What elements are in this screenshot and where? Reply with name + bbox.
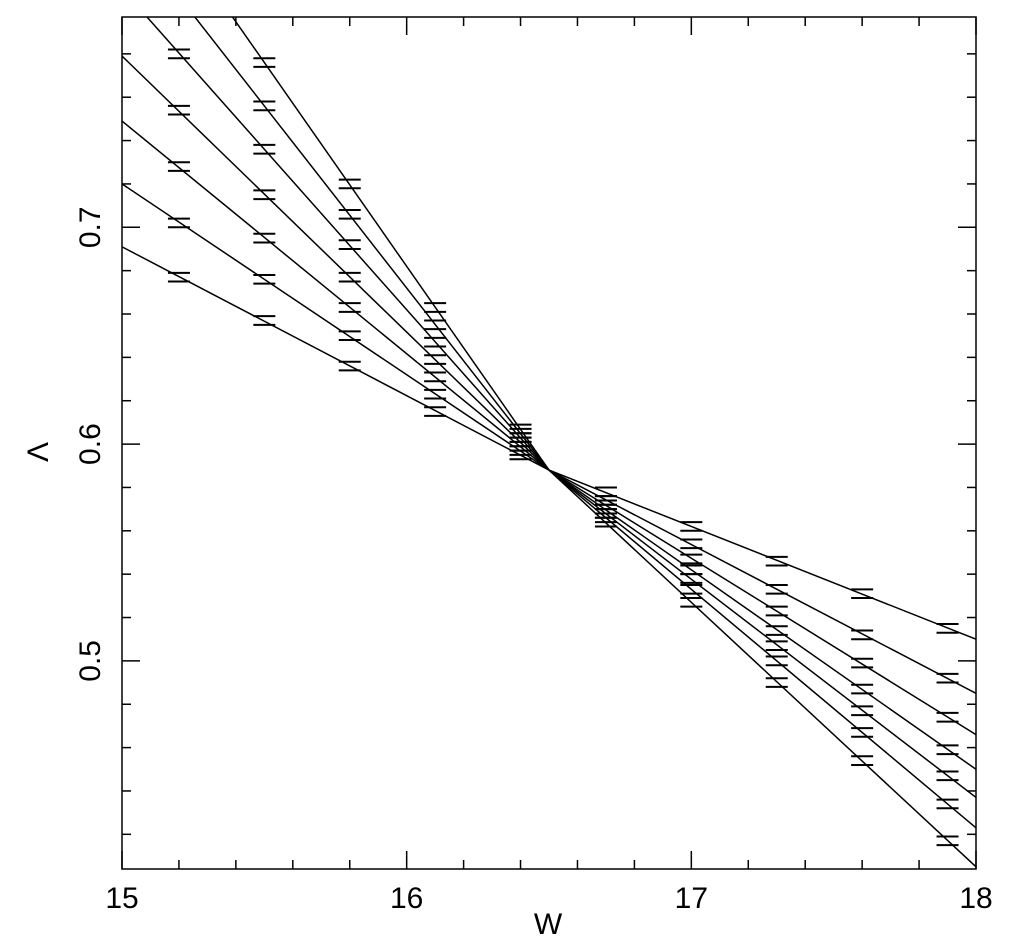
error-bar [936, 798, 959, 810]
error-bar [936, 835, 959, 847]
error-bar [765, 655, 788, 667]
error-bar [680, 521, 703, 532]
error-bar [680, 538, 703, 550]
error-bar [424, 371, 447, 383]
error-bar [851, 683, 874, 695]
fit-line [122, 246, 976, 640]
error-bar [253, 232, 276, 244]
x-tick-label: 17 [675, 882, 708, 915]
error-bar [253, 100, 276, 112]
error-bar [253, 143, 276, 155]
error-bar [253, 189, 276, 201]
error-bar [936, 623, 959, 634]
error-bar [765, 640, 788, 652]
error-bar [167, 161, 190, 172]
x-tick-label: 16 [390, 882, 423, 915]
error-bar [338, 302, 361, 313]
error-bar [594, 516, 617, 528]
fit-line [146, 17, 976, 799]
y-axis-label: Λ [22, 442, 55, 462]
error-bar [594, 486, 617, 498]
error-bar [851, 629, 874, 641]
error-bar [253, 273, 276, 285]
error-bar [424, 319, 447, 331]
fit-line [122, 183, 976, 695]
error-bar [167, 271, 190, 283]
error-bar [936, 711, 959, 723]
error-bar [253, 57, 276, 68]
error-bar [424, 336, 447, 348]
error-bar [167, 104, 190, 116]
error-bar [338, 178, 361, 190]
error-bar [765, 584, 788, 595]
error-bar [765, 605, 788, 617]
error-bar [338, 330, 361, 342]
error-bar [765, 677, 788, 688]
x-tick-label: 18 [959, 882, 992, 915]
y-tick-label: 0.6 [74, 423, 107, 465]
error-bar [424, 388, 447, 400]
error-bar [936, 744, 959, 756]
error-bar [338, 271, 361, 283]
error-bar [851, 727, 874, 738]
error-bar [424, 354, 447, 365]
error-bar [167, 48, 190, 60]
error-bar [765, 555, 788, 567]
error-bar [851, 588, 874, 600]
x-tick-label: 15 [105, 882, 138, 915]
error-bar [167, 217, 190, 229]
fit-line [193, 17, 976, 829]
error-bar [424, 406, 447, 417]
error-bar [424, 302, 447, 313]
error-bar [680, 584, 703, 595]
y-tick-label: 0.7 [74, 206, 107, 248]
fit-line [122, 55, 976, 770]
error-bar [338, 239, 361, 250]
error-bar [680, 553, 703, 565]
x-axis-label: W [534, 908, 563, 941]
error-bar [851, 755, 874, 766]
error-bar [509, 423, 532, 435]
fit-line [231, 17, 976, 868]
error-bar [338, 208, 361, 220]
error-bar [851, 657, 874, 669]
error-bar [851, 705, 874, 717]
error-bar [936, 672, 959, 684]
error-bar [936, 770, 959, 782]
error-bar [253, 315, 276, 326]
plot-frame [121, 16, 977, 870]
error-bar [338, 360, 361, 372]
error-bar [765, 625, 788, 636]
y-tick-label: 0.5 [74, 640, 107, 682]
fit-line [122, 120, 976, 736]
error-bar [680, 597, 703, 608]
